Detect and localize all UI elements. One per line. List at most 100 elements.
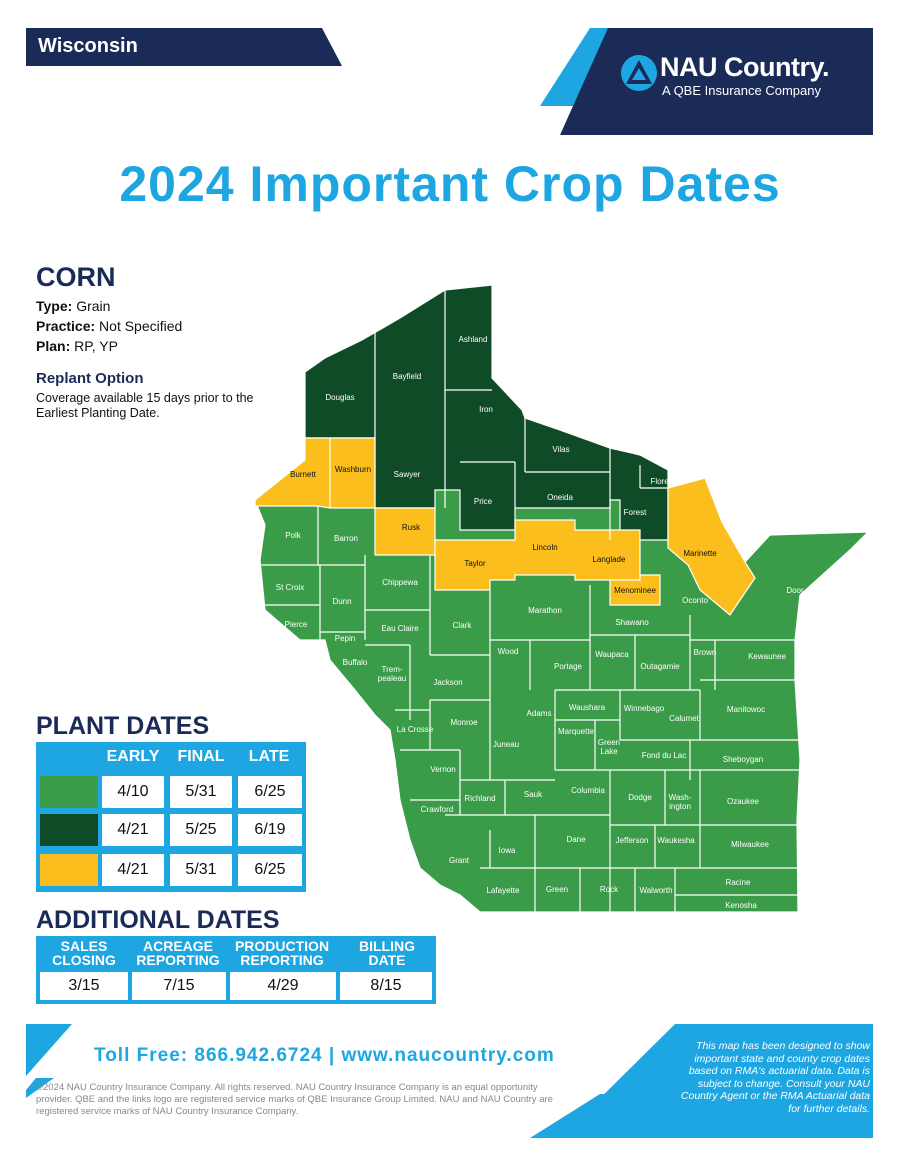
county-label: Dunn xyxy=(332,597,351,606)
county-label: Florence xyxy=(650,477,682,486)
county-label: Richland xyxy=(464,794,495,803)
county-label: Green xyxy=(598,738,620,747)
brand-name: NAU Country. xyxy=(660,52,830,82)
county-label: Oconto xyxy=(682,596,708,605)
plant-dates-table: EARLY FINAL LATE 4/10 5/31 6/25 4/21 5/2… xyxy=(36,742,306,892)
state-banner: Wisconsin xyxy=(26,28,342,66)
map-region-dark xyxy=(304,284,669,541)
col-late-header: LATE xyxy=(248,748,290,765)
county-label: Juneau xyxy=(493,740,519,749)
disclaimer-text: This map has been designed to show impor… xyxy=(680,1040,870,1115)
additional-dates-table: SALES CLOSING ACREAGE REPORTING PRODUCTION… xyxy=(36,936,436,1004)
county-label: Trem- xyxy=(381,665,402,674)
col-early-header: EARLY xyxy=(106,748,160,765)
county-label: Clark xyxy=(453,621,473,630)
footer-graphics xyxy=(26,1024,873,1138)
county-label: Shawano xyxy=(615,618,649,627)
county-label: Outagamie xyxy=(640,662,680,671)
county-label: ington xyxy=(669,802,691,811)
production-reporting-header: PRODUCTION REPORTING xyxy=(234,938,330,968)
county-label: Adams xyxy=(527,709,552,718)
county-label: Winnebago xyxy=(624,704,665,713)
county-label: Marathon xyxy=(528,606,562,615)
county-label: Forest xyxy=(624,508,647,517)
county-label: Vernon xyxy=(430,765,455,774)
county-label: Crawford xyxy=(421,805,453,814)
county-label: Waukesha xyxy=(657,836,695,845)
row1-final: 5/31 xyxy=(170,776,232,808)
copyright-text: ©2024 NAU Country Insurance Company. All… xyxy=(36,1082,553,1117)
legend-swatch-yellow xyxy=(40,854,98,886)
acreage-reporting-header: ACREAGE REPORTING xyxy=(136,938,220,968)
county-label: Columbia xyxy=(571,786,605,795)
replant-title: Replant Option xyxy=(36,370,144,387)
county-label: Burnett xyxy=(290,470,317,479)
row3-late: 6/25 xyxy=(238,854,302,886)
county-label: Jackson xyxy=(433,678,462,687)
crop-plan: Plan: RP, YP xyxy=(36,338,118,354)
county-label: Sauk xyxy=(524,790,543,799)
county-label: Langlade xyxy=(593,555,626,564)
row1-late: 6/25 xyxy=(238,776,302,808)
county-label: Calumet xyxy=(669,714,700,723)
county-label: Monroe xyxy=(450,718,478,727)
county-label: Eau Claire xyxy=(381,624,419,633)
county-label: Sheboygan xyxy=(723,755,763,764)
county-label: pealeau xyxy=(378,674,406,683)
county-label: Marquette xyxy=(558,727,595,736)
county-label: Dodge xyxy=(628,793,652,802)
county-label: Milwaukee xyxy=(731,840,769,849)
row3-early: 4/21 xyxy=(102,854,164,886)
county-label: St Croix xyxy=(276,583,304,592)
county-label: Barron xyxy=(334,534,358,543)
county-label: Marinette xyxy=(683,549,717,558)
county-label: Vilas xyxy=(552,445,569,454)
legend-swatch-dark-green xyxy=(40,814,98,846)
county-label: Dane xyxy=(566,835,586,844)
row3-final: 5/31 xyxy=(170,854,232,886)
county-label: Pierce xyxy=(285,620,308,629)
county-label: La Crosse xyxy=(397,725,434,734)
legend-swatch-light-green xyxy=(40,776,98,808)
county-label: Washburn xyxy=(335,465,371,474)
map-region-yellow-marinette xyxy=(667,477,756,616)
county-label: Pepin xyxy=(335,634,355,643)
crop-name: CORN xyxy=(36,262,116,292)
state-name: Wisconsin xyxy=(38,35,138,57)
county-label: Brown xyxy=(694,648,717,657)
map-region-yellow-central xyxy=(434,519,661,606)
county-label: Ozaukee xyxy=(727,797,760,806)
county-label: Iron xyxy=(479,405,493,414)
row1-early: 4/10 xyxy=(102,776,164,808)
county-label: Lake xyxy=(600,747,618,756)
county-label: Polk xyxy=(285,531,302,540)
crop-type: Type: Grain xyxy=(36,298,111,314)
row2-final: 5/25 xyxy=(170,814,232,846)
row2-early: 4/21 xyxy=(102,814,164,846)
county-label: Door xyxy=(786,586,804,595)
additional-dates-title: ADDITIONAL DATES xyxy=(36,906,280,934)
county-label: Waupaca xyxy=(595,650,629,659)
county-label: Rusk xyxy=(402,523,421,532)
county-label: Price xyxy=(474,497,493,506)
plant-dates-title: PLANT DATES xyxy=(36,712,210,740)
county-label: Wash- xyxy=(669,793,692,802)
county-label: Oneida xyxy=(547,493,573,502)
county-label: Kewaunee xyxy=(748,652,786,661)
county-label: Manitowoc xyxy=(727,705,765,714)
county-label: Lafayette xyxy=(487,886,520,895)
acreage-reporting-value: 7/15 xyxy=(132,972,226,1000)
row2-late: 6/19 xyxy=(238,814,302,846)
brand-subtitle: A QBE Insurance Company xyxy=(662,83,821,98)
county-label: Sawyer xyxy=(394,470,421,479)
county-label: Kenosha xyxy=(725,901,757,910)
col-final-header: FINAL xyxy=(177,748,225,765)
county-borders xyxy=(260,290,800,912)
county-label: Bayfield xyxy=(393,372,421,381)
county-label: Buffalo xyxy=(343,658,368,667)
crop-practice: Practice: Not Specified xyxy=(36,318,183,334)
county-label: Ashland xyxy=(459,335,488,344)
county-label: Wood xyxy=(498,647,519,656)
county-label: Walworth xyxy=(639,886,672,895)
county-label: Lincoln xyxy=(532,543,557,552)
